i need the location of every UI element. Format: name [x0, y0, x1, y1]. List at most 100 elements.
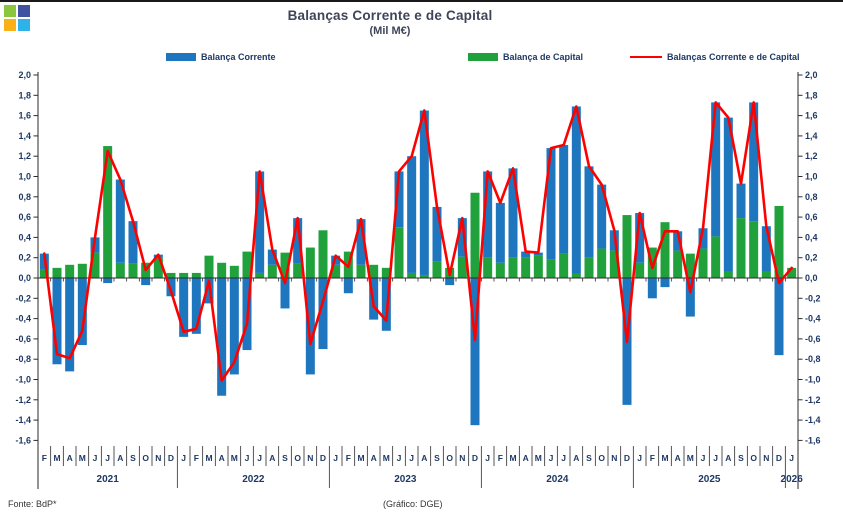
bar-corrente	[723, 117, 733, 272]
logo-square-green	[4, 5, 16, 17]
bar-corrente	[711, 102, 721, 237]
legend-item-balanca-de-capital: Balança de Capital	[468, 51, 583, 63]
bar-corrente	[546, 148, 556, 260]
axis-label: F	[498, 453, 503, 463]
axis-label: 2022	[242, 474, 265, 485]
bar-corrente	[280, 278, 290, 309]
axis-label: D	[624, 453, 630, 463]
axis-label: J	[397, 453, 402, 463]
axis-label: J	[181, 453, 186, 463]
axis-label: S	[586, 453, 592, 463]
bar-corrente	[65, 278, 75, 372]
bar-corrente	[77, 278, 87, 345]
axis-label: 1,8	[805, 90, 818, 100]
credit-note: (Gráfico: DGE)	[383, 499, 443, 509]
bar-corrente	[293, 218, 303, 264]
bar-corrente	[521, 251, 531, 258]
axis-label: M	[661, 453, 668, 463]
axis-label: -0,8	[15, 354, 31, 364]
axis-label: -0,4	[15, 314, 31, 324]
top-border	[0, 0, 843, 2]
bar-corrente	[305, 278, 315, 375]
bar-capital	[369, 264, 379, 278]
axis-label: 0,2	[805, 253, 818, 263]
axis-label: -1,2	[15, 395, 31, 405]
axis-label: F	[42, 453, 47, 463]
bar-capital	[495, 262, 505, 278]
bar-corrente	[381, 278, 391, 331]
axis-label: -1,4	[805, 415, 821, 425]
axis-label: 2021	[97, 474, 120, 485]
app-logo-icon	[4, 5, 30, 31]
bar-capital	[723, 271, 733, 278]
bar-capital	[584, 257, 594, 278]
axis-label: D	[168, 453, 174, 463]
bar-corrente	[128, 221, 138, 264]
axis-label: -0,8	[805, 354, 821, 364]
bar-capital	[622, 215, 632, 278]
bar-capital	[774, 205, 784, 278]
bar-corrente	[419, 110, 429, 275]
bar-capital	[597, 248, 607, 278]
legend-label: Balança Corrente	[201, 52, 276, 62]
axis-label: A	[523, 453, 529, 463]
bar-corrente	[457, 218, 467, 257]
bar-corrente	[774, 278, 784, 356]
bar-capital	[736, 218, 746, 278]
axis-label: 2023	[394, 474, 417, 485]
axis-label: 1,6	[18, 111, 31, 121]
bar-corrente	[179, 278, 189, 337]
bar-corrente	[660, 278, 670, 288]
legend-item-balanca-corrente: Balança Corrente	[166, 51, 276, 63]
bar-capital	[685, 253, 695, 278]
axis-label: J	[485, 453, 490, 463]
total-line	[42, 101, 794, 382]
axis-label: A	[371, 453, 377, 463]
axis-label: M	[383, 453, 390, 463]
axis-label: 1,0	[805, 172, 818, 182]
axis-label: J	[257, 453, 262, 463]
bar-capital	[660, 222, 670, 278]
bar-capital	[571, 273, 581, 278]
bar-corrente	[736, 183, 746, 219]
axis-label: A	[573, 453, 579, 463]
axis-label: 2,0	[18, 70, 31, 80]
axis-label: -0,6	[15, 334, 31, 344]
bar-corrente	[141, 278, 151, 286]
bar-capital	[787, 267, 797, 278]
axis-label: 0,0	[18, 273, 31, 283]
axis-label: D	[472, 453, 478, 463]
axis-label: A	[725, 453, 731, 463]
axis-label: J	[409, 453, 414, 463]
bar-capital	[521, 257, 531, 278]
bar-corrente	[508, 168, 518, 258]
bar-capital	[166, 272, 176, 278]
bar-corrente	[533, 252, 543, 256]
bar-capital	[546, 259, 556, 278]
axis-label: -1,4	[15, 415, 31, 425]
axis-label: 0,6	[805, 212, 818, 222]
bar-corrente	[749, 102, 759, 222]
logo-square-amber	[4, 19, 16, 31]
line-balancas-corrente-e-de-capital	[42, 101, 794, 382]
bar-capital	[711, 236, 721, 278]
logo-square-indigo	[18, 5, 30, 17]
bar-capital	[52, 267, 62, 278]
bar-corrente	[255, 171, 265, 273]
bar-corrente	[597, 184, 607, 249]
source-note: Fonte: BdP*	[8, 499, 57, 509]
bar-corrente	[191, 278, 201, 334]
bar-capital	[407, 272, 417, 278]
bar-corrente	[685, 278, 695, 317]
axis-label: 2,0	[805, 70, 818, 80]
axis-label: J	[561, 453, 566, 463]
axis-label: J	[333, 453, 338, 463]
bar-capital	[153, 257, 163, 278]
axis-label: A	[421, 453, 427, 463]
legend-label: Balanças Corrente e de Capital	[667, 52, 800, 62]
axis-label: -0,6	[805, 334, 821, 344]
axis-label: -0,2	[805, 293, 821, 303]
axis-label: O	[598, 453, 605, 463]
